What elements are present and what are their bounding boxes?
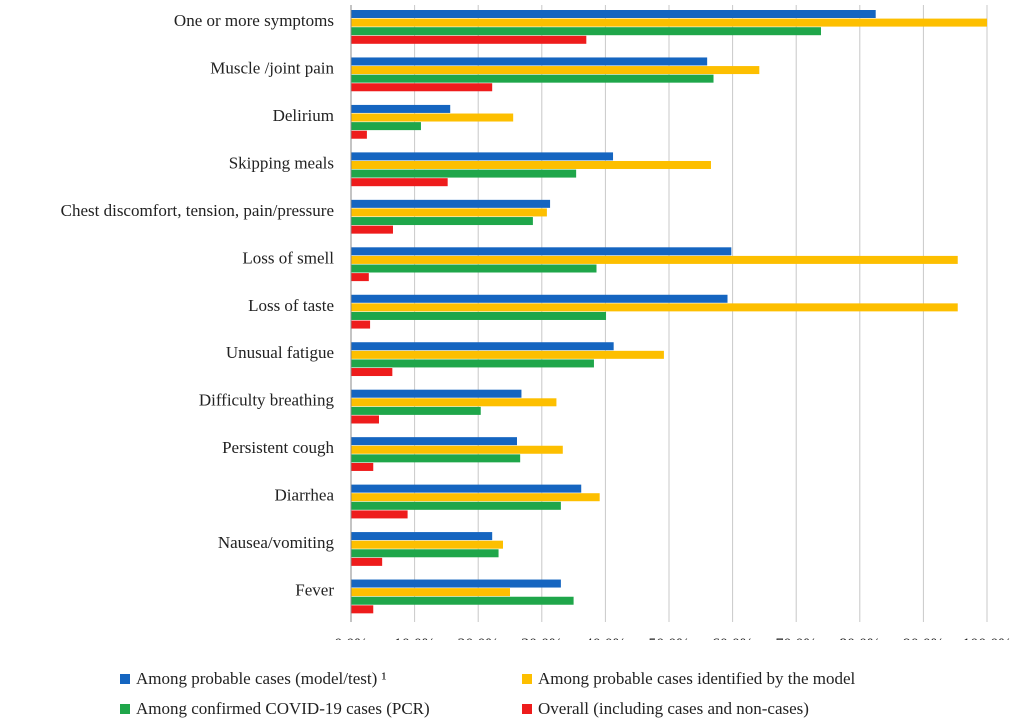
category-label: One or more symptoms [174,11,334,30]
category-label: Nausea/vomiting [218,533,335,552]
bar-1-9 [351,389,522,398]
legend-entry-3: Among confirmed COVID-19 cases (PCR) [120,699,430,719]
bar-1-2 [351,57,708,66]
bar-4-8 [351,368,393,377]
bar-4-13 [351,605,374,614]
bar-3-13 [351,596,574,605]
bar-2-7 [351,303,958,312]
category-label: Chest discomfort, tension, pain/pressure [61,201,334,220]
bar-4-1 [351,35,587,44]
x-tick-label: 10.0% [394,636,435,640]
bar-1-10 [351,437,517,446]
legend-label-4: Overall (including cases and non-cases) [538,699,809,718]
x-tick-label: 50.0% [648,636,689,640]
category-label: Loss of smell [242,248,334,267]
bar-1-8 [351,342,614,351]
bar-2-9 [351,398,557,407]
bar-3-6 [351,264,597,273]
bar-1-13 [351,579,561,588]
bar-3-11 [351,501,561,510]
legend-entry-4: Overall (including cases and non-cases) [522,699,809,719]
legend-swatch-4 [522,704,532,714]
bar-3-1 [351,27,822,36]
bar-4-6 [351,273,369,282]
bar-1-3 [351,104,451,113]
x-tick-label: 20.0% [458,636,499,640]
bar-3-5 [351,217,533,226]
bar-1-1 [351,10,876,18]
x-tick-label: 40.0% [585,636,626,640]
legend-label-2: Among probable cases identified by the m… [538,669,856,688]
category-label: Delirium [273,106,334,125]
category-label: Difficulty breathing [199,391,335,410]
bar-2-10 [351,445,563,454]
bar-2-8 [351,350,664,359]
bar-chart: One or more symptoms Muscle /joint pain De… [61,5,1012,640]
bar-2-11 [351,493,600,502]
category-label: Unusual fatigue [226,343,334,362]
bar-4-12 [351,557,383,566]
bar-4-5 [351,225,393,234]
bar-4-3 [351,130,367,139]
bar-2-2 [351,66,760,75]
x-tick-label: 100.0% [962,636,1011,640]
bar-3-3 [351,122,421,131]
category-label: Persistent cough [222,438,334,457]
bar-4-2 [351,83,493,92]
bar-2-3 [351,113,514,122]
bar-3-4 [351,169,577,178]
bar-3-7 [351,311,607,320]
x-tick-label: 70.0% [776,636,817,640]
legend-swatch-2 [522,674,532,684]
legend-label-1: Among probable cases (model/test) ¹ [136,669,387,688]
bar-3-8 [351,359,594,368]
category-label: Skipping meals [229,153,334,172]
category-label: Loss of taste [248,296,334,315]
bar-1-11 [351,484,582,493]
bar-2-6 [351,255,958,264]
bar-1-12 [351,532,493,541]
bar-3-10 [351,454,521,463]
x-tick-label: 90.0% [903,636,944,640]
bar-2-5 [351,208,547,217]
bar-4-10 [351,462,374,471]
category-label: Diarrhea [275,486,335,505]
bar-4-11 [351,510,408,519]
bar-4-9 [351,415,379,424]
bar-2-4 [351,160,711,169]
bar-3-9 [351,406,481,415]
legend-label-3: Among confirmed COVID-19 cases (PCR) [136,699,430,718]
legend-swatch-1 [120,674,130,684]
bar-3-2 [351,74,714,83]
legend-entry-2: Among probable cases identified by the m… [522,669,855,689]
category-label: Fever [295,581,334,600]
bar-2-12 [351,540,504,549]
category-label: Muscle /joint pain [210,58,334,77]
bar-2-13 [351,588,510,597]
bar-3-12 [351,549,499,558]
x-tick-label: 80.0% [839,636,880,640]
legend-entry-1: Among probable cases (model/test) ¹ [120,669,387,689]
bar-4-7 [351,320,371,329]
x-tick-label: 60.0% [712,636,753,640]
bar-2-1 [351,18,987,27]
legend-swatch-3 [120,704,130,714]
bar-1-5 [351,199,551,208]
bar-1-7 [351,294,728,303]
bar-4-4 [351,178,448,187]
bar-1-6 [351,247,732,256]
x-tick-label: 30.0% [521,636,562,640]
x-tick-label: 0.0% [334,636,367,640]
bar-1-4 [351,152,614,161]
